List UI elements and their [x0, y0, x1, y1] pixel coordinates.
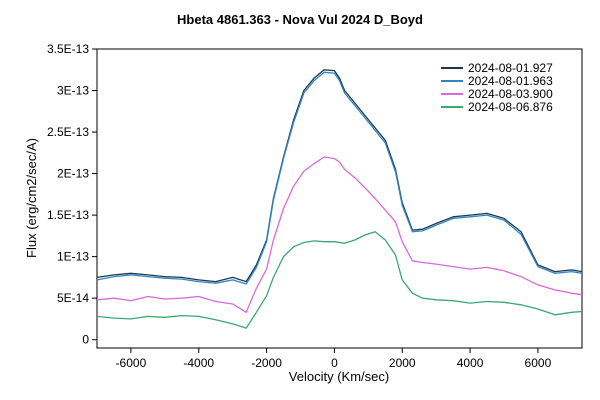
y-tick-label: 1.5E-13 — [47, 208, 89, 222]
series-layer — [97, 69, 582, 329]
series-line-3 — [97, 156, 582, 313]
x-axis-title: Velocity (Km/sec) — [289, 369, 389, 384]
series-line-4 — [97, 231, 582, 329]
legend-label-3: 2024-08-03.900 — [468, 87, 553, 101]
x-tick-label: 6000 — [525, 356, 552, 370]
y-tick-label: 2E-13 — [57, 167, 89, 181]
y-tick-label: 3.5E-13 — [47, 42, 89, 56]
x-tick-label: -4000 — [183, 356, 214, 370]
x-tick-label: -6000 — [116, 356, 147, 370]
plot-frame — [96, 48, 583, 349]
legend: 2024-08-01.9272024-08-01.9632024-08-03.9… — [441, 61, 553, 114]
x-axis: -6000 -4000 -2000 0 2000 4000 6000 — [116, 348, 552, 370]
series-line-1 — [97, 69, 582, 283]
y-tick-label: 5E-14 — [57, 291, 89, 305]
chart-title: Hbeta 4861.363 - Nova Vul 2024 D_Boyd — [177, 12, 423, 27]
y-tick-label: 2.5E-13 — [47, 125, 89, 139]
series-line-2 — [97, 71, 582, 285]
legend-label-1: 2024-08-01.927 — [468, 61, 553, 75]
legend-label-4: 2024-08-06.876 — [468, 100, 553, 114]
y-tick-label: 3E-13 — [57, 84, 89, 98]
x-tick-label: 0 — [331, 356, 338, 370]
y-axis: 0 5E-14 1E-13 1.5E-13 2E-13 2.5E-13 3E-13 3.5E-… — [47, 42, 97, 347]
legend-label-2: 2024-08-01.963 — [468, 74, 553, 88]
x-tick-label: -2000 — [251, 356, 282, 370]
y-axis-title: Flux (erg/cm2/sec/A) — [24, 138, 39, 258]
y-tick-label: 1E-13 — [57, 250, 89, 264]
x-tick-label: 2000 — [389, 356, 416, 370]
y-tick-label: 0 — [82, 333, 89, 347]
x-tick-label: 4000 — [457, 356, 484, 370]
